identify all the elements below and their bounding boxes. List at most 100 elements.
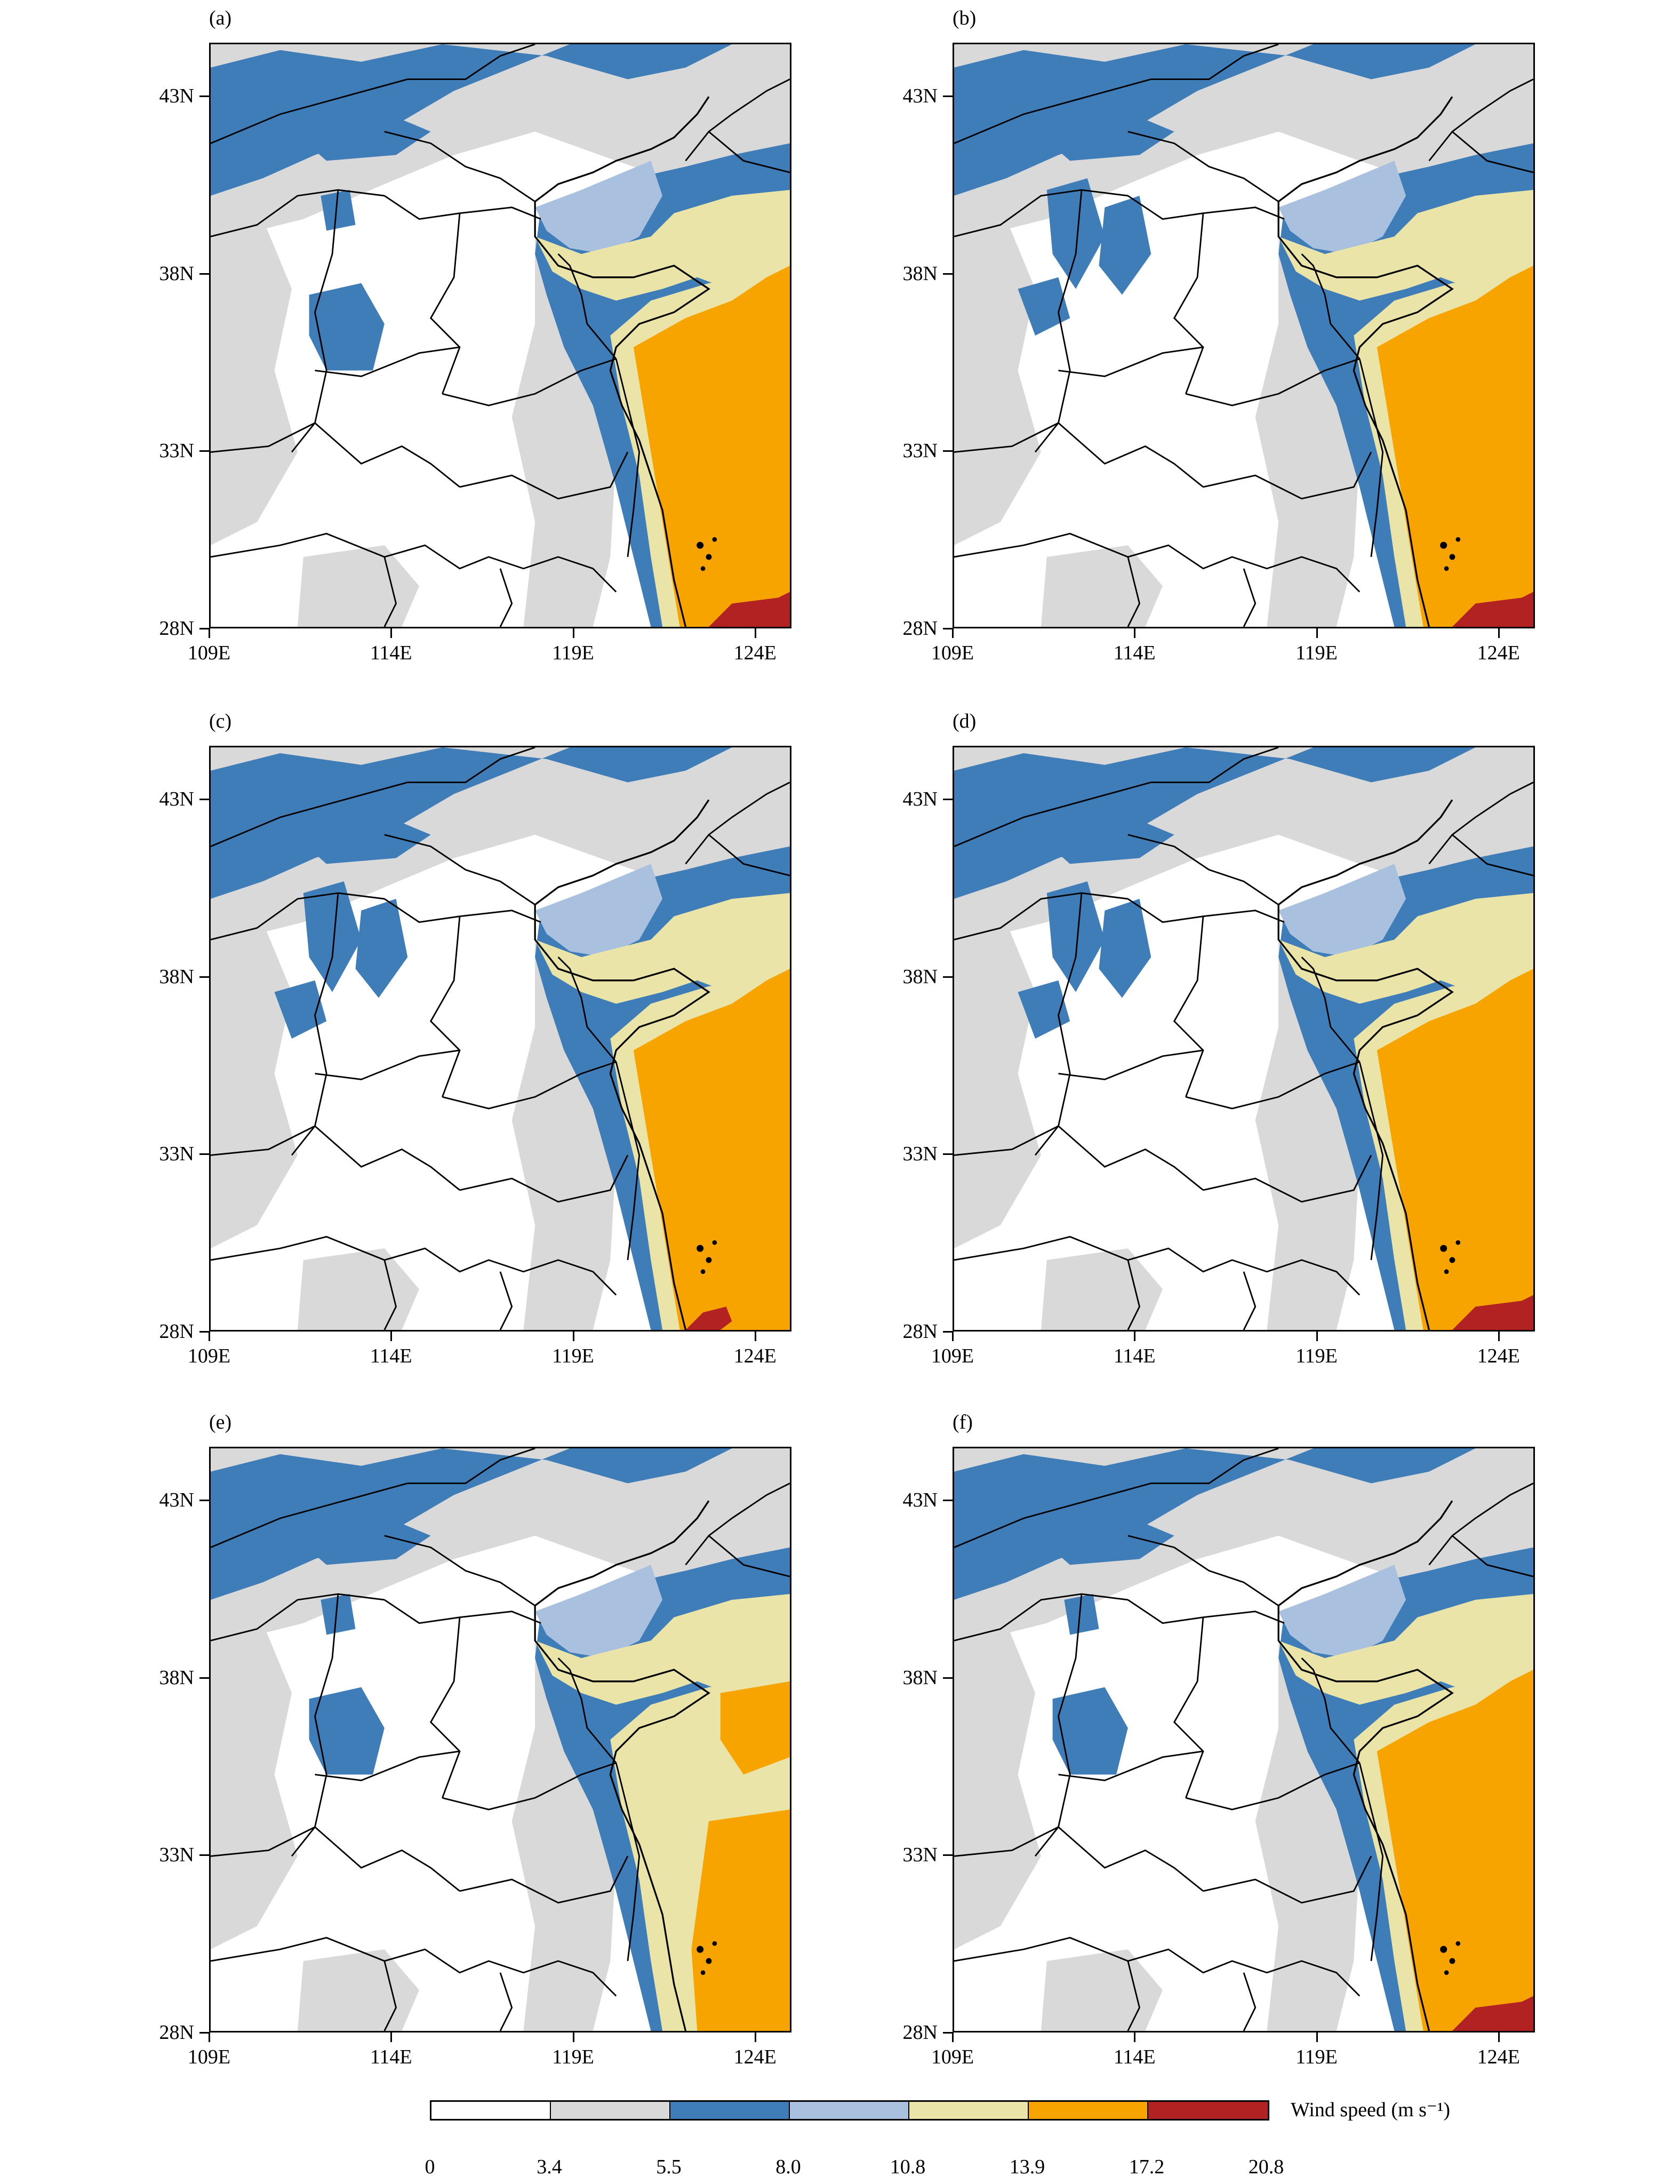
boundary-line xyxy=(954,1593,1128,1641)
boundary-line xyxy=(1127,131,1279,203)
boundary-line xyxy=(442,1762,617,1811)
boundary-line xyxy=(708,131,790,173)
lon-tick xyxy=(952,2032,954,2042)
lat-tick xyxy=(199,1153,209,1155)
lon-label: 109E xyxy=(187,642,231,664)
boundary-line xyxy=(685,1482,790,1566)
lat-label: 43N xyxy=(902,787,938,810)
boundary-line xyxy=(708,1535,790,1577)
lat-tick xyxy=(199,95,209,97)
colorbar-bin xyxy=(551,2102,670,2119)
map-panel xyxy=(209,746,791,1332)
colorbar-title: Wind speed (m s⁻¹) xyxy=(1291,2099,1451,2121)
boundary-line xyxy=(1452,1535,1533,1577)
boundary-line xyxy=(1034,1593,1083,1857)
map-panel xyxy=(953,746,1535,1332)
boundary-line xyxy=(1243,1972,1257,2031)
colorbar-tick-label: 3.4 xyxy=(537,2156,562,2178)
boundary-line xyxy=(442,1061,617,1110)
colorbar-tick-label: 10.8 xyxy=(890,2156,926,2178)
boundary-line xyxy=(211,892,385,940)
boundary-line xyxy=(1428,1482,1533,1566)
colorbar-bin xyxy=(909,2102,1029,2119)
lon-tick xyxy=(1316,1332,1318,1341)
boundary-line xyxy=(1034,892,1083,1156)
lon-tick xyxy=(572,1332,574,1341)
lat-label: 33N xyxy=(902,1844,938,1867)
boundary-line xyxy=(1203,451,1372,500)
boundary-line xyxy=(429,213,461,394)
colorbar xyxy=(430,2100,1269,2121)
panel-label: (f) xyxy=(953,1411,973,1433)
map-panel xyxy=(953,43,1535,628)
lon-tick xyxy=(952,1332,954,1341)
lon-tick xyxy=(952,628,954,638)
boundary-line xyxy=(954,422,1204,488)
boundary-line xyxy=(315,346,460,377)
lon-tick xyxy=(1316,628,1318,638)
lat-tick xyxy=(199,2032,209,2034)
lon-tick xyxy=(572,628,574,638)
lon-tick xyxy=(209,628,210,638)
lon-label: 114E xyxy=(1113,642,1156,664)
boundary-line xyxy=(685,782,790,865)
lon-label: 119E xyxy=(1295,2046,1338,2068)
boundary-line xyxy=(1127,834,1279,906)
boundary-line xyxy=(954,44,1279,144)
lat-label: 33N xyxy=(902,440,938,463)
lon-label: 114E xyxy=(370,1345,412,1367)
lat-tick xyxy=(943,1153,953,1155)
boundary-line xyxy=(1034,189,1083,453)
lat-label: 43N xyxy=(159,787,194,810)
boundary-line xyxy=(211,1826,460,1892)
boundary-line xyxy=(211,1593,385,1641)
boundary-line xyxy=(211,747,535,847)
boundary-line xyxy=(954,189,1128,237)
wind-speed-field xyxy=(211,44,790,627)
boundary-line xyxy=(384,1535,535,1607)
lon-tick xyxy=(209,2032,210,2042)
boundary-line xyxy=(211,189,385,237)
colorbar-tick-label: 20.8 xyxy=(1248,2156,1284,2178)
wind-speed-field xyxy=(954,44,1533,627)
lon-tick xyxy=(1498,628,1500,638)
colorbar-tick-label: 5.5 xyxy=(656,2156,682,2178)
lat-tick xyxy=(943,628,953,629)
lat-tick xyxy=(199,976,209,978)
lat-label: 38N xyxy=(159,965,194,988)
boundary-line xyxy=(383,556,397,627)
lat-label: 43N xyxy=(902,84,938,107)
boundary-line xyxy=(1203,1855,1372,1904)
boundary-line xyxy=(1058,346,1204,377)
lon-label: 109E xyxy=(187,2046,231,2068)
lon-label: 114E xyxy=(370,2046,412,2068)
lon-tick xyxy=(754,1332,756,1341)
boundary-line xyxy=(954,1936,1361,1997)
wind-speed-field xyxy=(211,1448,790,2031)
boundary-line xyxy=(557,957,617,1063)
boundary-line xyxy=(685,78,790,162)
lat-tick xyxy=(199,1499,209,1501)
lat-label: 38N xyxy=(159,1666,194,1689)
boundary-line xyxy=(708,834,790,876)
boundary-line xyxy=(1452,131,1533,173)
boundary-line xyxy=(499,1271,513,1330)
boundary-line xyxy=(1173,1617,1204,1798)
panel-label: (e) xyxy=(209,1411,232,1433)
lat-label: 28N xyxy=(159,2021,194,2044)
boundary-line xyxy=(442,358,617,406)
boundary-line xyxy=(211,1936,617,1997)
lon-label: 109E xyxy=(931,642,974,664)
boundary-line xyxy=(954,1236,1361,1296)
colorbar-tick-label: 0 xyxy=(425,2156,435,2178)
lat-label: 33N xyxy=(902,1143,938,1166)
boundary-line xyxy=(1173,916,1204,1097)
lon-tick xyxy=(1498,2032,1500,2042)
boundary-line xyxy=(954,532,1361,593)
lon-tick xyxy=(754,2032,756,2042)
lon-tick xyxy=(1498,1332,1500,1341)
lat-label: 38N xyxy=(902,965,938,988)
boundary-line xyxy=(291,892,339,1156)
boundary-line xyxy=(383,1260,397,1330)
boundary-line xyxy=(954,892,1128,940)
